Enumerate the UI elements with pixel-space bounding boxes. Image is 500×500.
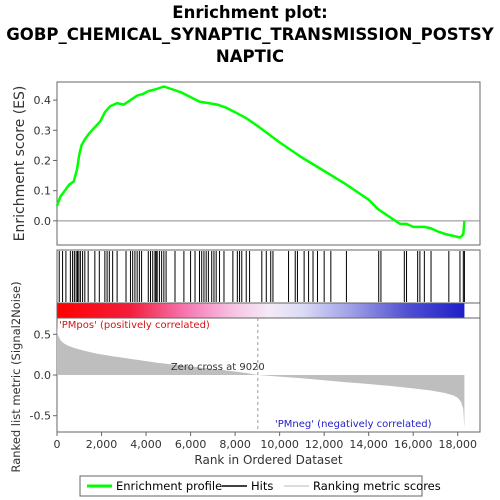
x-tick-label-3: 6,000 xyxy=(175,438,207,451)
x-tick-label-9: 18,000 xyxy=(438,438,477,451)
metric-y-axis-label: Ranked list metric (Signal2Noise) xyxy=(9,281,23,472)
x-tick-label-5: 10,000 xyxy=(260,438,299,451)
es-y-tick-label-0: 0.0 xyxy=(34,215,52,228)
x-tick-label-2: 4,000 xyxy=(130,438,162,451)
x-tick-label-8: 16,000 xyxy=(394,438,433,451)
zero-cross-label: Zero cross at 9020 xyxy=(171,362,265,373)
x-tick-label-6: 12,000 xyxy=(305,438,344,451)
pmneg-label: 'PMneg' (negatively correlated) xyxy=(275,419,432,430)
legend-box xyxy=(79,475,423,497)
pmpos-label: 'PMpos' (positively correlated) xyxy=(59,320,210,331)
x-axis-label: Rank in Ordered Dataset xyxy=(194,453,342,467)
x-tick-label-0: 0 xyxy=(54,438,61,451)
chart-title-line-2: GOBP_CHEMICAL_SYNAPTIC_TRANSMISSION_POST… xyxy=(6,25,494,44)
x-tick-label-1: 2,000 xyxy=(86,438,118,451)
legend-label-enrichment: Enrichment profile xyxy=(116,479,222,493)
es-plot-frame xyxy=(56,81,481,246)
es-y-tick-label-1: 0.1 xyxy=(34,185,52,198)
es-y-tick-label-3: 0.3 xyxy=(34,124,52,137)
x-tick-label-4: 8,000 xyxy=(219,438,251,451)
chart-title-line-3: NAPTIC xyxy=(215,47,285,66)
chart-title: Enrichment plot: GOBP_CHEMICAL_SYNAPTIC_… xyxy=(0,2,500,68)
hits-panel xyxy=(56,249,481,319)
es-y-tick-label-4: 0.4 xyxy=(34,94,52,107)
hits-frame xyxy=(56,249,481,304)
x-tick-label-7: 14,000 xyxy=(349,438,388,451)
legend: Enrichment profile Hits Ranking metric sco… xyxy=(79,475,441,497)
metric-y-tick-label-1: 0.0 xyxy=(34,369,52,382)
legend-label-hits: Hits xyxy=(251,479,273,493)
metric-y-tick-label-2: 0.5 xyxy=(34,328,52,341)
chart-title-line-1: Enrichment plot: xyxy=(172,3,328,22)
metric-panel: Zero cross at 9020 'PMpos' (positively co… xyxy=(9,281,481,473)
es-panel: 0.0 0.1 0.2 0.3 0.4 Enrichment score (ES) xyxy=(12,81,481,246)
enrichment-profile-line xyxy=(55,85,466,239)
es-y-tick-label-2: 0.2 xyxy=(34,154,52,167)
legend-label-ranking: Ranking metric scores xyxy=(313,479,441,493)
ranking-metric-area xyxy=(57,326,465,428)
rank-heatmap-bar xyxy=(57,303,465,318)
metric-y-tick-label-0: -0.5 xyxy=(30,410,51,423)
es-y-axis-label: Enrichment score (ES) xyxy=(12,86,28,242)
